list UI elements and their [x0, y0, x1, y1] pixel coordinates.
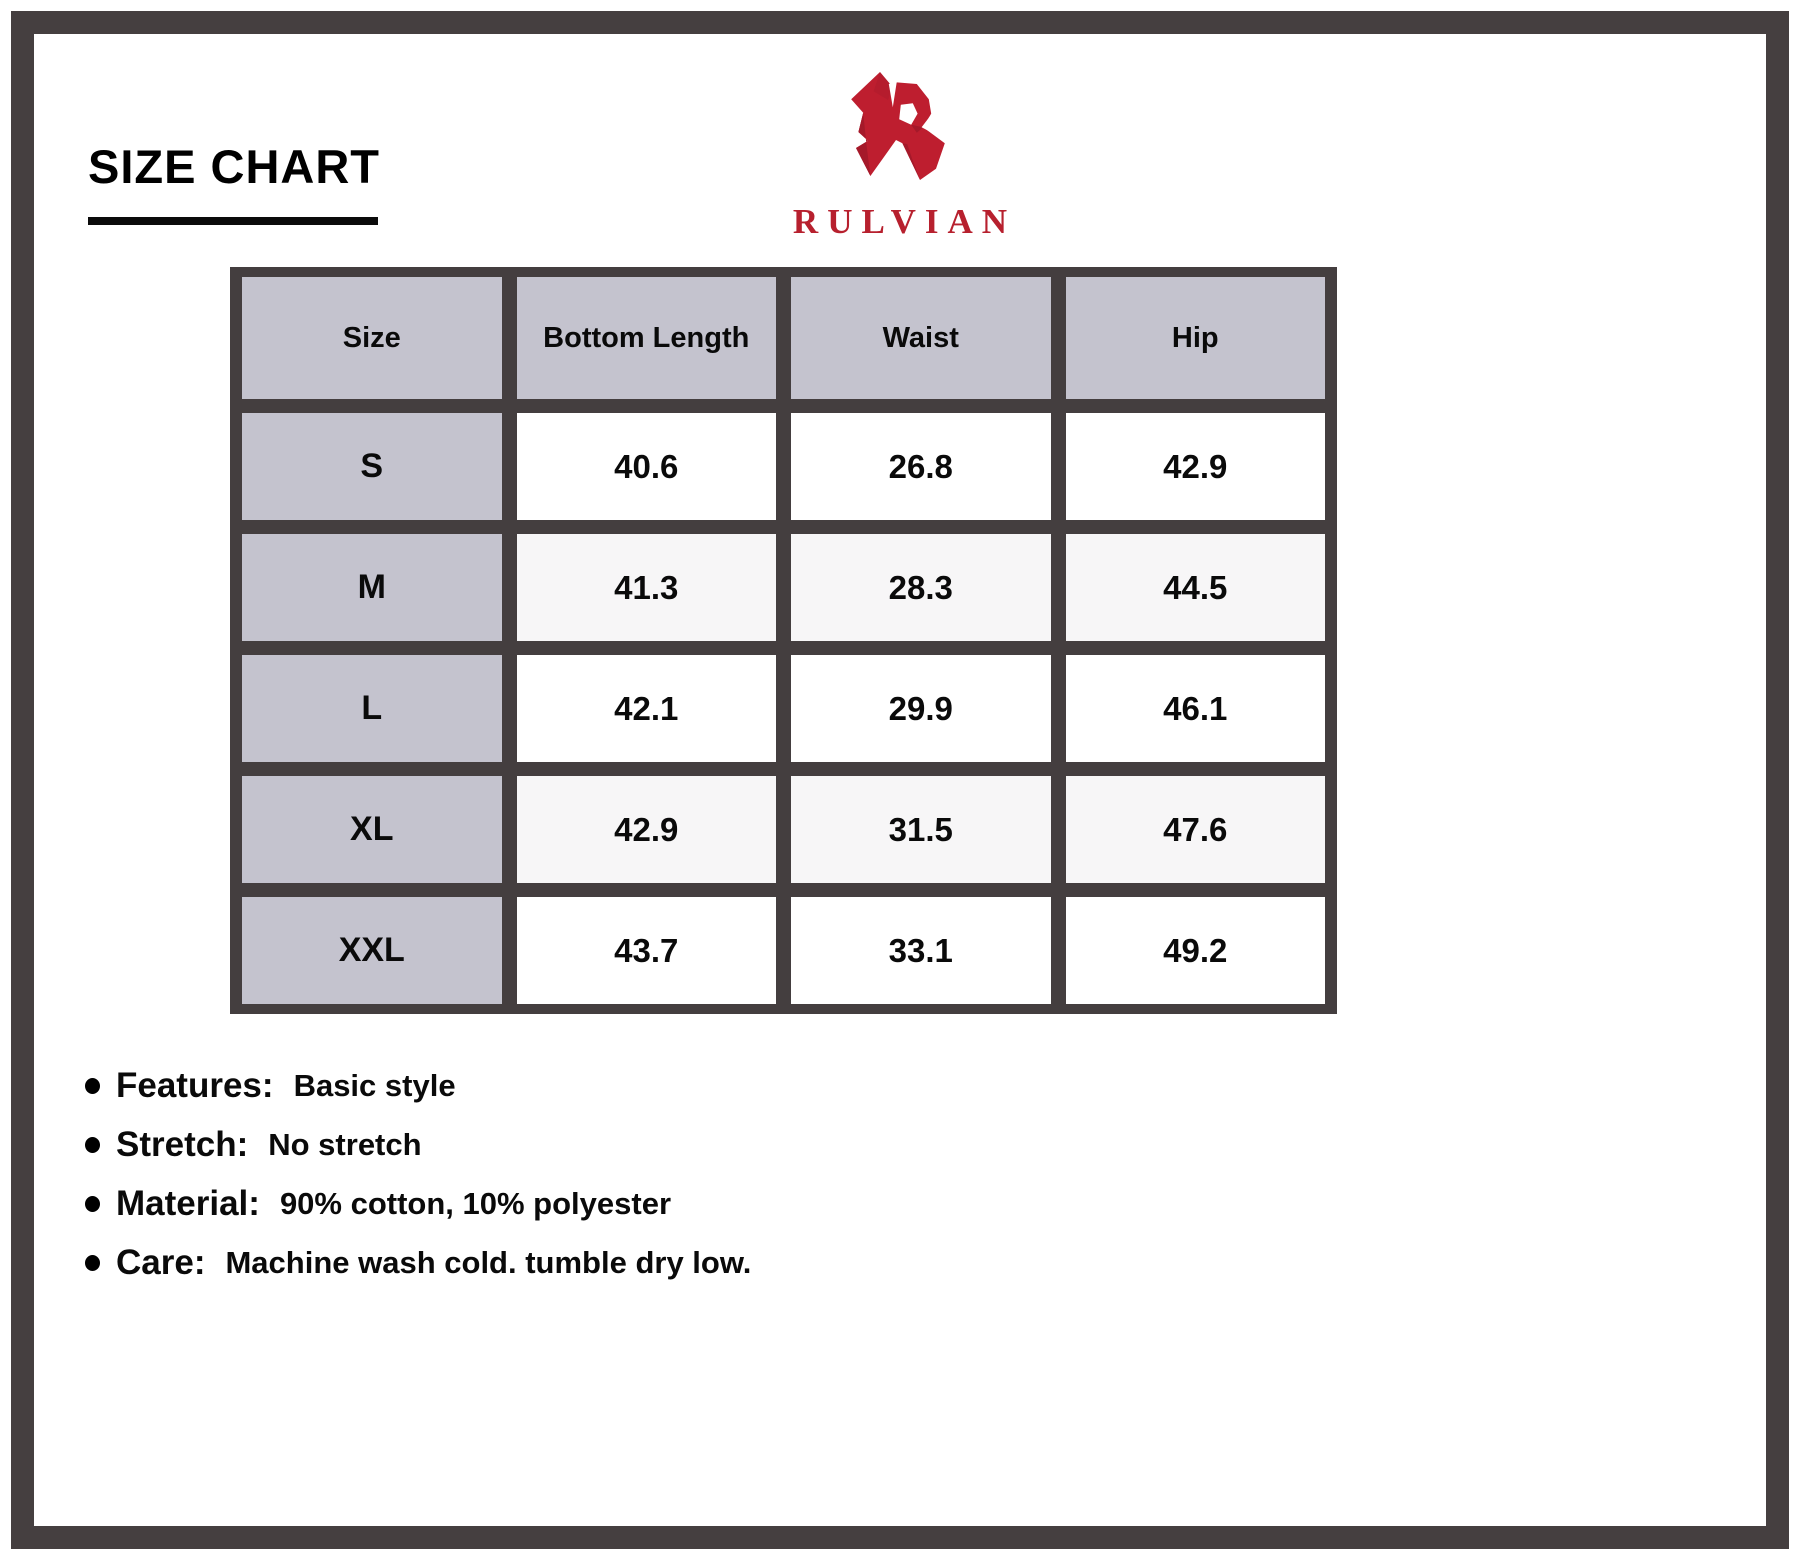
table-row-size-label: S: [242, 413, 502, 520]
table-header-bottom-length: Bottom Length: [516, 277, 776, 399]
table-cell-bottom-length: 41.3: [516, 534, 776, 641]
size-chart-table: Size Bottom Length Waist Hip S 40.6 26.8…: [230, 267, 1337, 1014]
detail-value: No stretch: [268, 1126, 422, 1162]
detail-label: Features:: [116, 1065, 274, 1105]
detail-item-care: Care: Machine wash cold. tumble dry low.: [85, 1233, 751, 1292]
table-cell-bottom-length: 42.1: [516, 655, 776, 762]
title-underline: [88, 217, 378, 226]
table-cell-waist: 26.8: [791, 413, 1051, 520]
table-cell-waist: 29.9: [791, 655, 1051, 762]
table-row-size-label: XL: [242, 776, 502, 883]
bullet-icon: [85, 1195, 100, 1212]
detail-label: Stretch:: [116, 1124, 249, 1164]
table-header-size: Size: [242, 277, 502, 399]
table-cell-hip: 47.6: [1065, 776, 1325, 883]
table-cell-bottom-length: 40.6: [516, 413, 776, 520]
detail-item-material: Material: 90% cotton, 10% polyester: [85, 1174, 751, 1233]
brand-logo-icon: [851, 72, 945, 180]
table-cell-waist: 28.3: [791, 534, 1051, 641]
table-cell-waist: 31.5: [791, 776, 1051, 883]
table-row-size-label: M: [242, 534, 502, 641]
table-header-hip: Hip: [1065, 277, 1325, 399]
brand-logo: RULVIAN: [750, 58, 1050, 242]
table-cell-hip: 49.2: [1065, 897, 1325, 1004]
table-cell-waist: 33.1: [791, 897, 1051, 1004]
detail-value: Basic style: [293, 1067, 456, 1103]
title-block: SIZE CHART: [88, 140, 380, 226]
table-cell-hip: 44.5: [1065, 534, 1325, 641]
brand-name: RULVIAN: [792, 202, 1017, 241]
table-cell-bottom-length: 42.9: [516, 776, 776, 883]
table-cell-bottom-length: 43.7: [516, 897, 776, 1004]
bullet-icon: [85, 1254, 100, 1271]
bullet-icon: [85, 1077, 100, 1094]
detail-item-stretch: Stretch: No stretch: [85, 1115, 751, 1174]
table-cell-hip: 46.1: [1065, 655, 1325, 762]
detail-item-features: Features: Basic style: [85, 1056, 751, 1115]
detail-label: Care:: [116, 1242, 206, 1282]
table-row-size-label: L: [242, 655, 502, 762]
page-title: SIZE CHART: [88, 140, 380, 193]
details-list: Features: Basic style Stretch: No stretc…: [85, 1056, 751, 1292]
table-cell-hip: 42.9: [1065, 413, 1325, 520]
detail-value: Machine wash cold. tumble dry low.: [225, 1244, 752, 1280]
table-header-waist: Waist: [791, 277, 1051, 399]
table-row-size-label: XXL: [242, 897, 502, 1004]
bullet-icon: [85, 1136, 100, 1153]
detail-value: 90% cotton, 10% polyester: [279, 1185, 672, 1221]
detail-label: Material:: [116, 1183, 260, 1223]
